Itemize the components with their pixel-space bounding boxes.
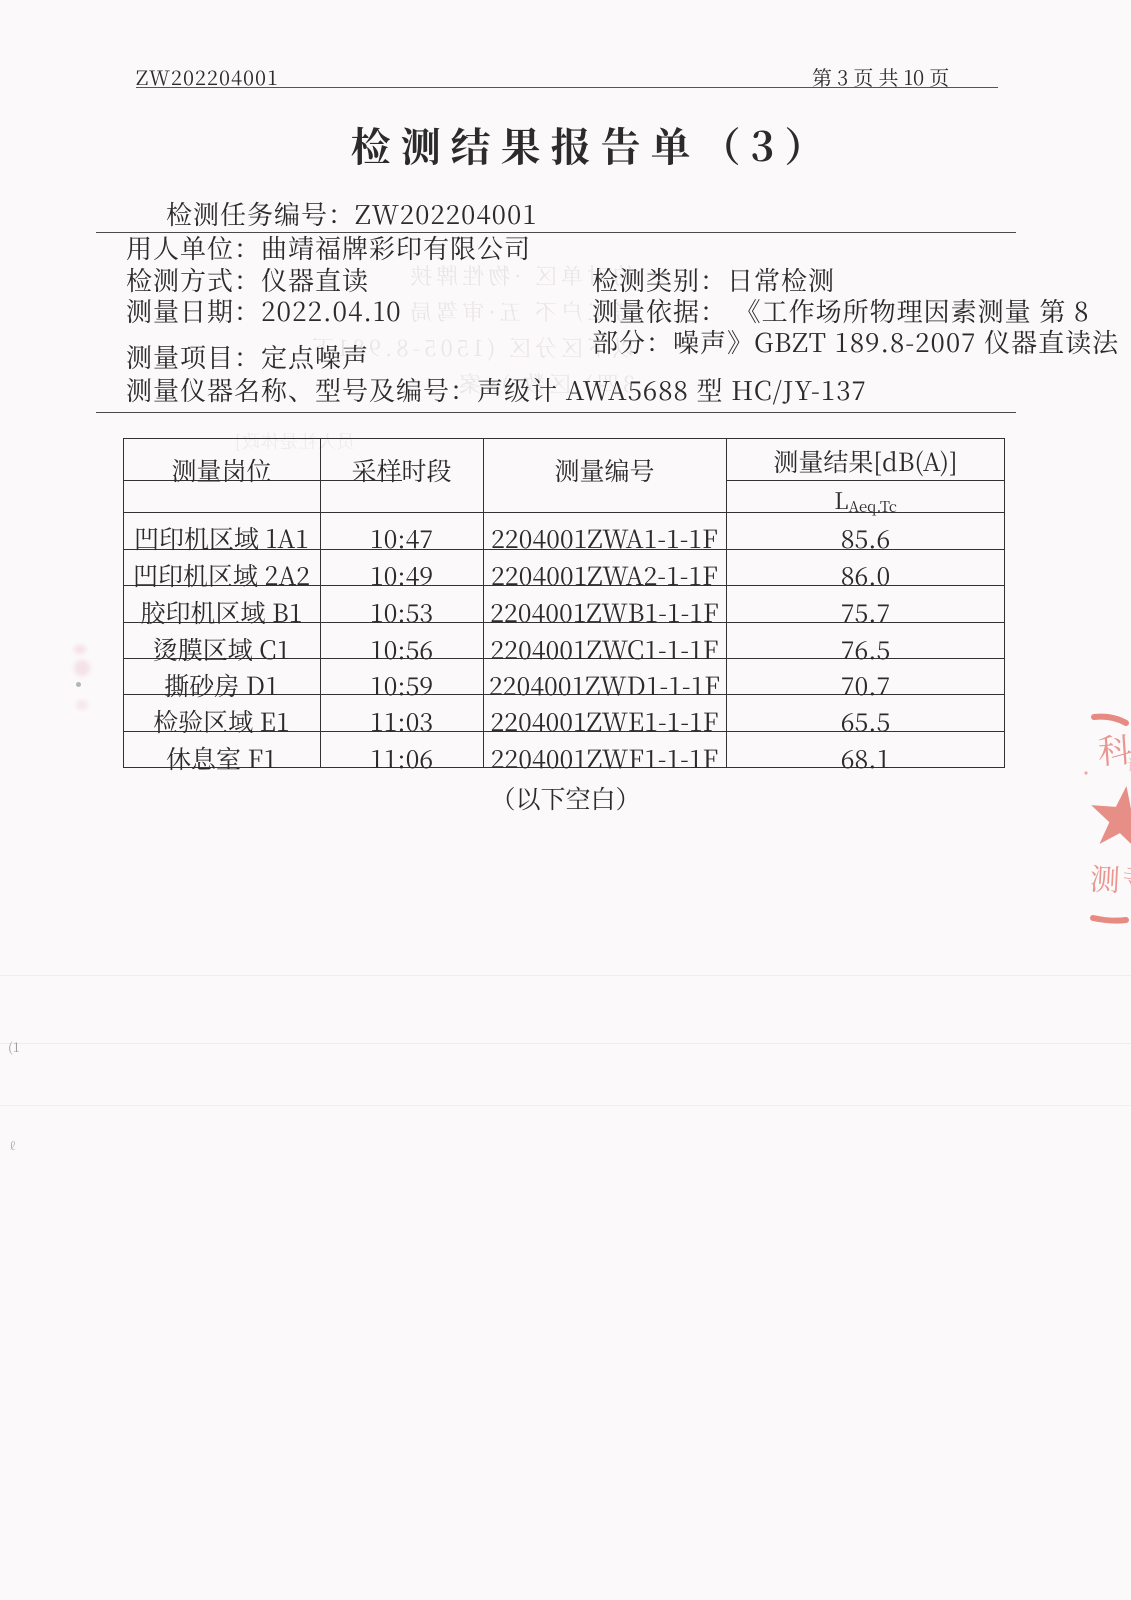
svg-text:议: 议 <box>1127 753 1131 776</box>
svg-text:测: 测 <box>1089 854 1121 900</box>
svg-text:科: 科 <box>1096 723 1131 774</box>
svg-text:寺: 寺 <box>1119 856 1131 900</box>
